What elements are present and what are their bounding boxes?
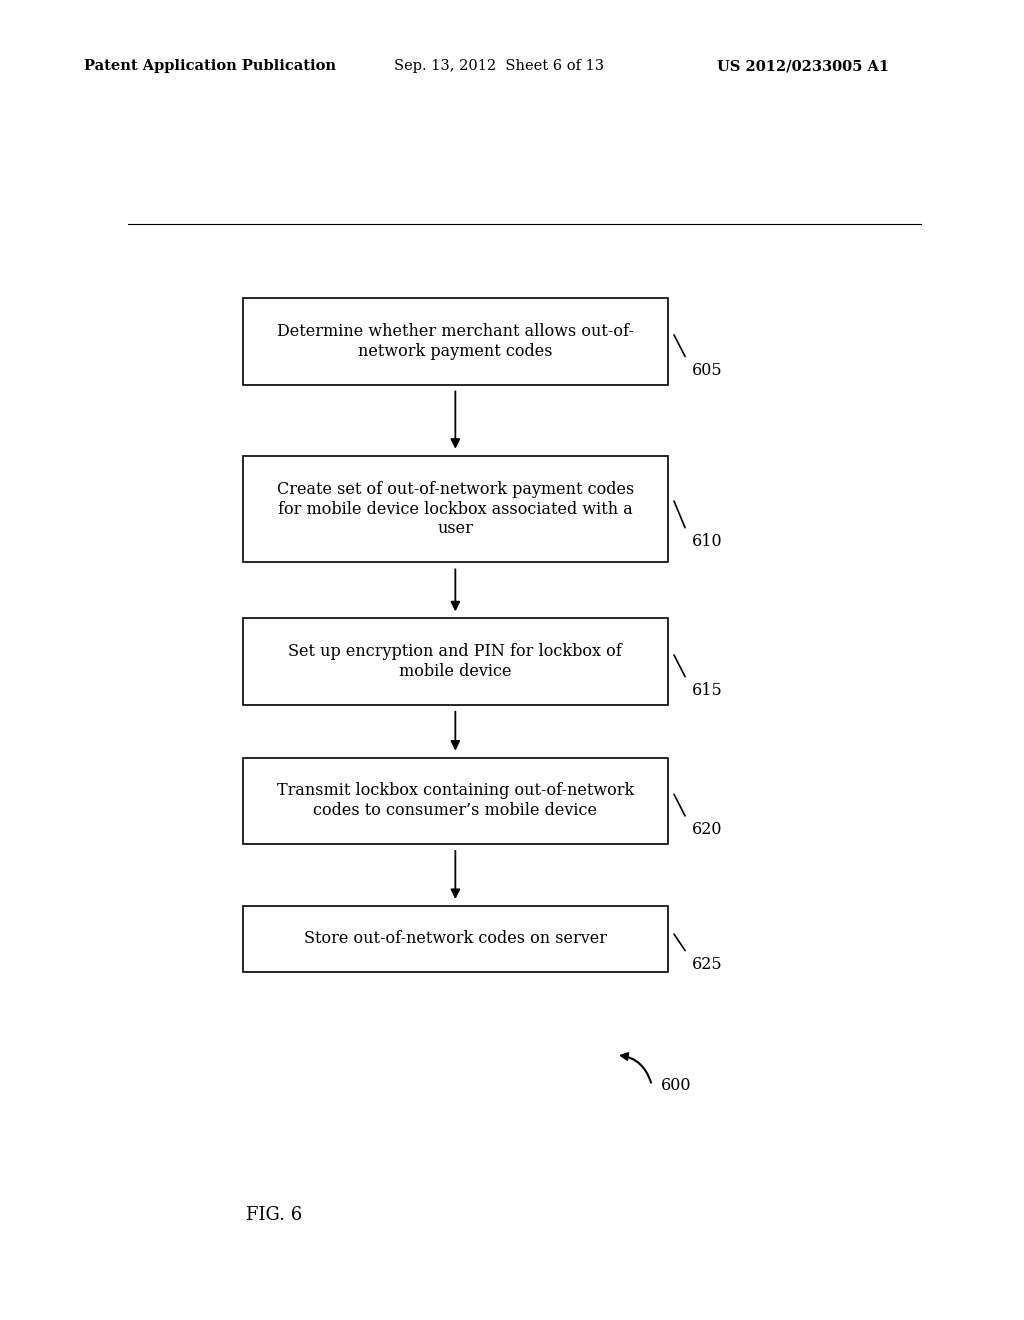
Text: 625: 625 [691,956,722,973]
Text: 600: 600 [662,1077,692,1094]
Text: FIG. 6: FIG. 6 [247,1205,302,1224]
Text: Determine whether merchant allows out-of-
network payment codes: Determine whether merchant allows out-of… [276,323,634,359]
Text: 605: 605 [691,362,722,379]
Text: US 2012/0233005 A1: US 2012/0233005 A1 [717,59,889,74]
Bar [243,618,668,705]
Text: Patent Application Publication: Patent Application Publication [84,59,336,74]
Text: Transmit lockbox containing out-of-network
codes to consumer’s mobile device: Transmit lockbox containing out-of-netwo… [276,783,634,820]
Text: 610: 610 [691,533,722,550]
Bar [243,298,668,384]
Bar [243,455,668,562]
Text: Store out-of-network codes on server: Store out-of-network codes on server [304,931,607,948]
Text: Sep. 13, 2012  Sheet 6 of 13: Sep. 13, 2012 Sheet 6 of 13 [394,59,604,74]
Text: 615: 615 [691,681,722,698]
Text: 620: 620 [691,821,722,838]
Text: Set up encryption and PIN for lockbox of
mobile device: Set up encryption and PIN for lockbox of… [289,643,623,680]
Bar [243,906,668,972]
Text: Create set of out-of-network payment codes
for mobile device lockbox associated : Create set of out-of-network payment cod… [276,480,634,537]
Bar [243,758,668,843]
